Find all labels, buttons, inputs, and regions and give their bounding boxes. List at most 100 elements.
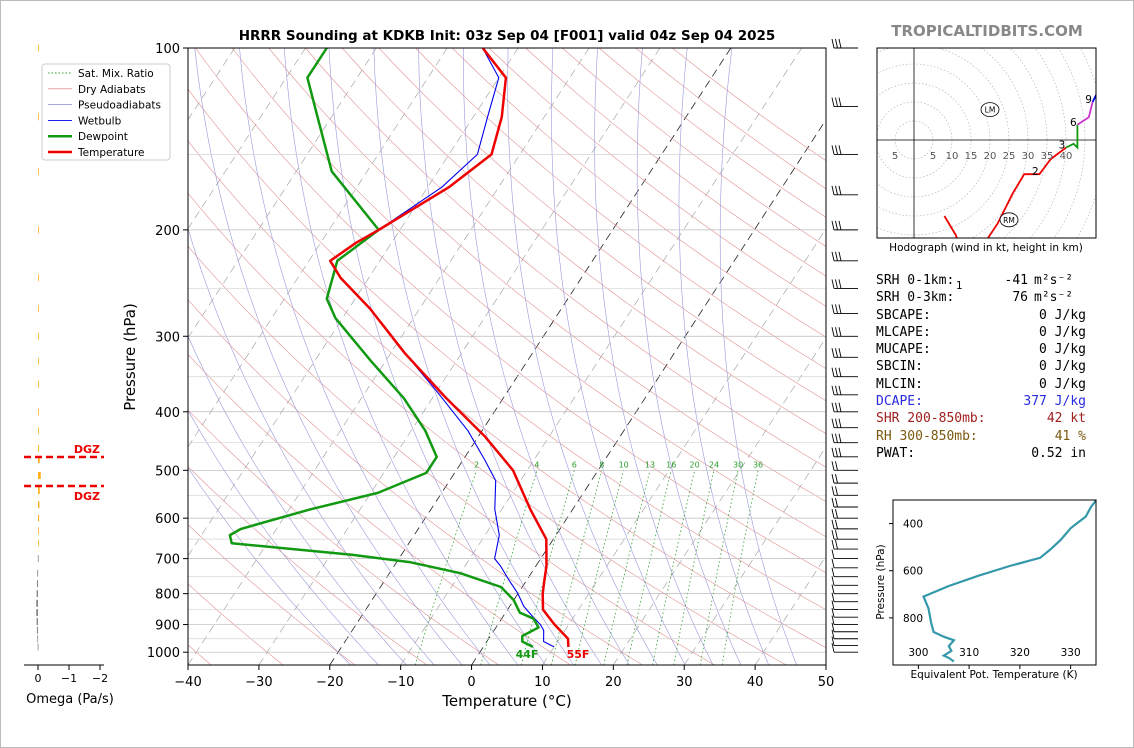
stat-row: SHR 200-850mb: 42 kt [876,410,1116,427]
hodograph-ring-label: 5 [930,151,936,162]
omega-bar [38,226,39,234]
hodograph-trace [943,146,1067,238]
omega-bar [36,580,38,588]
stat-label: RH 300-850mb: [876,428,978,444]
x-tick-label: −30 [245,675,272,690]
isotherm [258,48,661,665]
isotherm [188,48,448,448]
x-tick-label: 40 [747,675,764,690]
wind-barb-flag [831,97,835,107]
wind-barb-flag [831,486,835,496]
stat-value: 0.52 in [1031,445,1086,461]
hodograph-trace [1091,71,1096,103]
mixing-ratio-label: 2 [474,460,479,469]
wind-barb-flag [831,304,835,314]
omega-bar [38,113,39,121]
pseudoadiabat [678,48,770,665]
dry-adiabat [188,353,571,665]
dry-adiabat [188,192,787,665]
wind-barb-flag [831,145,835,155]
dgz-label-bottom: DGZ [74,490,100,503]
wind-barb-flag [835,418,838,428]
omega-bar [38,472,41,480]
wind-barb-flag [835,385,838,395]
theta-e-frame [892,499,1097,666]
wind-barb-flag [831,279,835,289]
wind-barb-flag [831,530,835,540]
stat-row: MLCAPE: 0 J/kg [876,324,1116,341]
pseudoadiabat [239,48,491,665]
hodograph-ring-label: 15 [965,151,978,162]
wind-barb-flag [835,327,838,337]
wind-barb-flag [831,461,835,471]
wind-barbs [831,38,858,653]
stats-panel: SRH 0-1km: -41 m²s⁻² SRH 0-3km: 76 m²s⁻² SBCAP… [876,272,1116,462]
stat-row: MLCIN: 0 J/kg [876,376,1116,393]
stat-value: 0 J/kg [1039,376,1086,392]
hodograph-height-mark: 9 [1085,94,1092,106]
stat-row: SBCAPE: 0 J/kg [876,307,1116,324]
isotherm [329,48,732,665]
omega-bar [38,408,39,416]
stat-label: SBCAPE: [876,307,931,323]
wind-barb-flag [831,539,835,550]
wind-barb-flag [835,474,838,484]
pseudoadiabat [594,48,714,665]
wind-barb-flag [831,558,835,568]
omega-bar [38,167,39,175]
skewt-panel: 2 4 6 8 10 13 16 20 24 30 36 −40 −30 −20 −10 0 10 20 30 40… [0,28,835,710]
wind-barb-flag [835,486,838,496]
isotherm [0,48,22,665]
stat-row: MUCAPE: 0 J/kg [876,341,1116,358]
isotherm [542,228,826,665]
dry-adiabat [188,245,715,665]
omega-bar [38,380,39,388]
stat-unit: m²s⁻² [1034,273,1074,288]
theta-e-trace [922,499,1097,663]
y-tick-label: 200 [155,224,180,239]
omega-bar [37,555,39,563]
hodograph-ring-label: 20 [984,151,997,162]
pseudoadiabat [188,409,379,665]
mixing-ratio-line [521,470,575,665]
dgz-label-top: DGZ [74,443,100,456]
watermark: TROPICALTIDBITS.COM [891,22,1083,40]
dry-adiabat [305,48,826,468]
stat-value: 0 J/kg [1039,307,1086,323]
legend-label: Sat. Mix. Ratio [78,68,154,80]
wind-barb-flag [831,636,835,646]
legend-label: Temperature [77,147,145,159]
mixing-ratio-label: 6 [572,460,577,469]
theta-e-panel: 300 310 320 330 400 600 800 Equivalent Pot. Te… [875,499,1097,681]
omega-panel: 0 −1 −2 Omega (Pa/s) DGZ DGZ [24,44,114,707]
stat-value: -41 [1004,273,1028,288]
wind-barb-flag [831,509,835,519]
omega-tick-label: −1 [61,672,77,685]
wind-barb-flag [838,447,842,457]
hodograph-caption: Hodograph (wind in kt, height in km) [889,242,1083,254]
y-tick-label: 500 [155,464,180,479]
mixing-ratio-label: 20 [690,460,700,469]
wind-barb-flag [835,38,838,49]
wind-barb-flag [831,622,835,632]
legend-label: Dry Adiabats [78,84,146,96]
mixing-ratio-label: 24 [709,460,719,469]
wind-barb-flag [831,474,835,484]
pseudoadiabat [373,48,574,665]
wind-barb-flag [835,145,838,155]
stat-label: MUCAPE: [876,342,931,358]
theta-e-y-label: Pressure (hPa) [875,544,887,619]
stat-value: 0 J/kg [1039,342,1086,358]
y-axis-label: Pressure (hPa) [121,303,139,411]
hodograph-ring-label: 10 [946,151,959,162]
sounding-traces [228,48,570,649]
pseudoadiabat [188,335,407,665]
wind-barb-flag [838,327,842,337]
y-tick-label: 600 [155,512,180,527]
y-axis: 100 200 300 400 500 600 700 800 900 1000 [147,42,188,661]
wind-barb-flag [831,327,835,337]
y-tick-label: 300 [155,330,180,345]
x-tick-label: 50 [818,675,835,690]
hodograph-frame [876,47,1097,239]
wind-barb-flag [835,185,838,195]
